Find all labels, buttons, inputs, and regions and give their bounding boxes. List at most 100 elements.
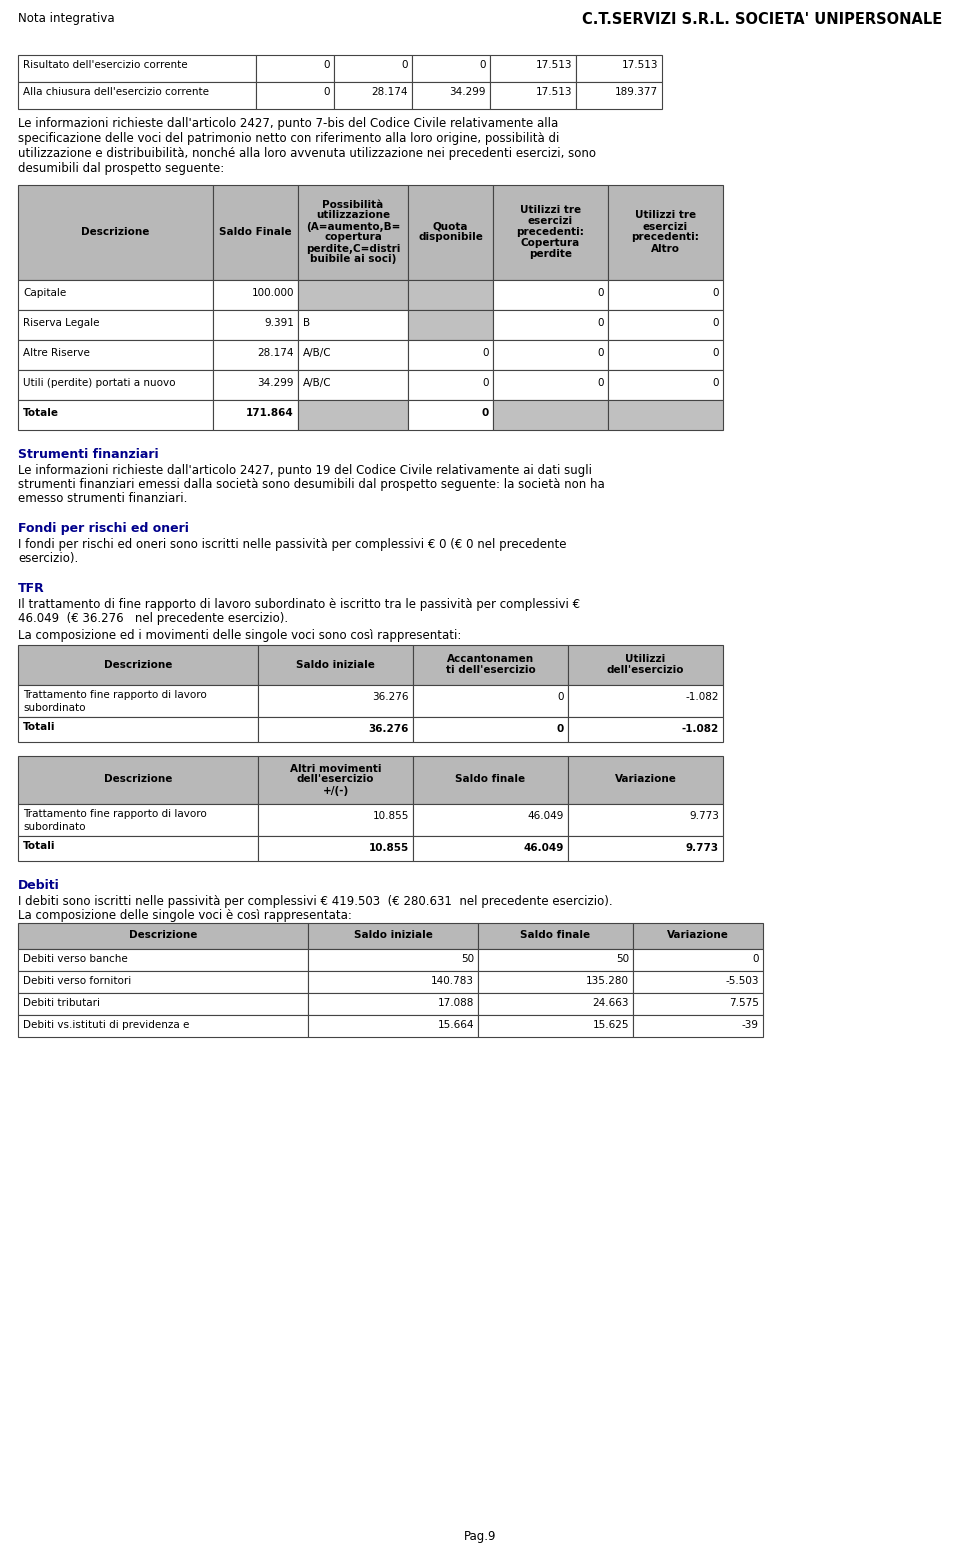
Text: -1.082: -1.082 (685, 692, 719, 703)
Text: 46.049  (€ 36.276   nel precedente esercizio).: 46.049 (€ 36.276 nel precedente esercizi… (18, 613, 288, 625)
Text: dell'esercizio: dell'esercizio (297, 774, 374, 785)
Bar (18, 340, 213, 371)
Bar (608, 400, 723, 430)
Text: Utilizzi tre: Utilizzi tre (635, 211, 696, 220)
Text: Risultato dell'esercizio corrente: Risultato dell'esercizio corrente (23, 60, 187, 70)
Text: copertura: copertura (324, 233, 382, 242)
Bar (213, 400, 298, 430)
Bar (568, 836, 723, 861)
Text: Totali: Totali (23, 841, 56, 851)
Text: Riserva Legale: Riserva Legale (23, 318, 100, 327)
Bar (258, 836, 413, 861)
Text: -1.082: -1.082 (682, 724, 719, 734)
Text: perdite,C=distri: perdite,C=distri (306, 244, 400, 253)
Text: 0: 0 (712, 378, 719, 388)
Text: 0: 0 (597, 288, 604, 298)
Text: perdite: perdite (529, 250, 572, 259)
Text: 17.513: 17.513 (536, 87, 572, 98)
Text: Altri movimenti: Altri movimenti (290, 763, 381, 774)
Bar (493, 310, 608, 340)
Text: I fondi per rischi ed oneri sono iscritti nelle passività per complessivi € 0 (€: I fondi per rischi ed oneri sono iscritt… (18, 538, 566, 551)
Bar (18, 371, 213, 400)
Text: 46.049: 46.049 (528, 811, 564, 820)
Text: 0: 0 (712, 288, 719, 298)
Text: 0: 0 (324, 60, 330, 70)
Text: 0: 0 (479, 60, 486, 70)
Bar (18, 836, 258, 861)
Text: 100.000: 100.000 (252, 288, 294, 298)
Text: ti dell'esercizio: ti dell'esercizio (445, 665, 536, 675)
Text: Il trattamento di fine rapporto di lavoro subordinato è iscritto tra le passivit: Il trattamento di fine rapporto di lavor… (18, 599, 580, 611)
Bar (493, 400, 608, 430)
Text: subordinato: subordinato (23, 822, 85, 831)
Text: dell'esercizio: dell'esercizio (607, 665, 684, 675)
Text: Variazione: Variazione (667, 931, 729, 940)
Text: Copertura: Copertura (521, 237, 580, 248)
Text: Le informazioni richieste dall'articolo 2427, punto 7-bis del Codice Civile rela: Le informazioni richieste dall'articolo … (18, 116, 559, 130)
Bar (213, 185, 298, 281)
Bar (478, 1014, 633, 1038)
Text: Saldo Finale: Saldo Finale (219, 226, 292, 237)
Bar (308, 993, 478, 1014)
Bar (490, 54, 576, 82)
Text: Utilizzi tre: Utilizzi tre (520, 205, 581, 216)
Text: Descrizione: Descrizione (82, 226, 150, 237)
Text: Nota integrativa: Nota integrativa (18, 12, 114, 25)
Bar (258, 686, 413, 717)
Text: 28.174: 28.174 (257, 347, 294, 358)
Text: 17.513: 17.513 (536, 60, 572, 70)
Text: Debiti tributari: Debiti tributari (23, 997, 100, 1008)
Text: Strumenti finanziari: Strumenti finanziari (18, 448, 158, 461)
Bar (18, 185, 213, 281)
Text: I debiti sono iscritti nelle passività per complessivi € 419.503  (€ 280.631  ne: I debiti sono iscritti nelle passività p… (18, 895, 612, 907)
Bar (408, 340, 493, 371)
Bar (256, 54, 334, 82)
Text: Trattamento fine rapporto di lavoro: Trattamento fine rapporto di lavoro (23, 810, 206, 819)
Text: Saldo finale: Saldo finale (520, 931, 590, 940)
Text: A/B/C: A/B/C (303, 378, 331, 388)
Bar (18, 803, 258, 836)
Bar (308, 971, 478, 993)
Text: disponibile: disponibile (418, 233, 483, 242)
Bar (478, 949, 633, 971)
Text: 7.575: 7.575 (730, 997, 759, 1008)
Bar (493, 281, 608, 310)
Text: +/(-): +/(-) (323, 785, 348, 796)
Bar (213, 281, 298, 310)
Text: Accantonamen: Accantonamen (447, 655, 534, 664)
Text: Saldo finale: Saldo finale (455, 774, 525, 785)
Bar (298, 371, 408, 400)
Bar (18, 400, 213, 430)
Text: Utili (perdite) portati a nuovo: Utili (perdite) portati a nuovo (23, 378, 176, 388)
Text: Possibilità: Possibilità (323, 200, 384, 209)
Text: Debiti: Debiti (18, 879, 60, 892)
Text: 0: 0 (324, 87, 330, 98)
Text: La composizione ed i movimenti delle singole voci sono così rappresentati:: La composizione ed i movimenti delle sin… (18, 630, 462, 642)
Text: 24.663: 24.663 (592, 997, 629, 1008)
Text: 0: 0 (557, 724, 564, 734)
Bar (608, 310, 723, 340)
Bar (493, 371, 608, 400)
Text: 0: 0 (483, 378, 489, 388)
Bar (298, 400, 408, 430)
Bar (298, 281, 408, 310)
Bar (334, 54, 412, 82)
Bar (18, 923, 308, 949)
Bar (576, 82, 662, 109)
Bar (18, 971, 308, 993)
Bar (412, 82, 490, 109)
Bar (18, 717, 258, 741)
Bar (308, 949, 478, 971)
Text: 36.276: 36.276 (369, 724, 409, 734)
Text: Utilizzi: Utilizzi (625, 655, 665, 664)
Text: 0: 0 (483, 347, 489, 358)
Bar (18, 1014, 308, 1038)
Bar (18, 310, 213, 340)
Text: Quota: Quota (433, 222, 468, 231)
Text: esercizi: esercizi (643, 222, 688, 231)
Bar (258, 755, 413, 803)
Bar (493, 340, 608, 371)
Bar (576, 54, 662, 82)
Bar (478, 923, 633, 949)
Text: Descrizione: Descrizione (104, 659, 172, 670)
